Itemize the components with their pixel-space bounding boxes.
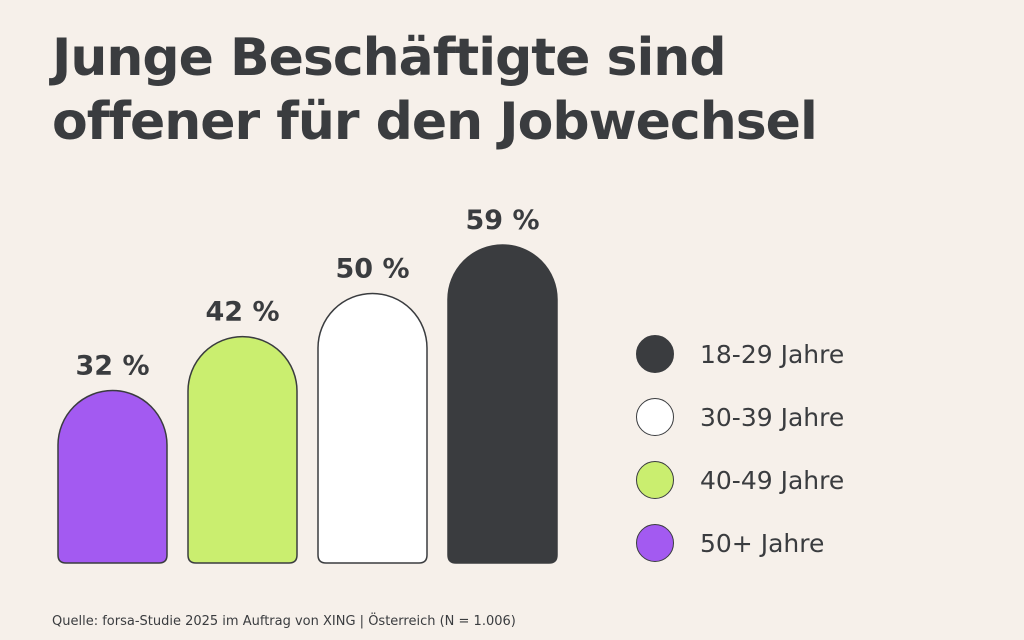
legend-item-30-39: 30-39 Jahre: [636, 397, 936, 437]
legend-item-40-49: 40-49 Jahre: [636, 460, 936, 500]
value-label-40-49-jahre: 42 %: [205, 297, 279, 328]
value-label-30-39-jahre: 50 %: [335, 254, 409, 285]
bar-30-39-jahre: [317, 292, 428, 564]
legend-item-18-29: 18-29 Jahre: [636, 334, 936, 374]
legend-label-50-plus: 50+ Jahre: [700, 528, 825, 558]
legend-label-18-29: 18-29 Jahre: [700, 339, 845, 369]
chart-legend: 18-29 Jahre 30-39 Jahre 40-49 Jahre 50+ …: [636, 334, 936, 586]
source-note: Quelle: forsa-Studie 2025 im Auftrag von…: [52, 614, 516, 629]
legend-swatch-18-29: [636, 335, 674, 373]
value-label-18-29-jahre: 59 %: [465, 205, 539, 236]
chart-title: Junge Beschäftigte sind offener für den …: [52, 26, 992, 154]
value-label-50-jahre: 32 %: [75, 351, 149, 382]
chart-title-line-1: Junge Beschäftigte sind: [52, 28, 727, 88]
bar-40-49-jahre: [187, 335, 298, 564]
legend-label-40-49: 40-49 Jahre: [700, 465, 845, 495]
legend-swatch-40-49: [636, 461, 674, 499]
bar-18-29-jahre: [447, 244, 558, 564]
bar-50-jahre: [57, 389, 168, 564]
chart-title-line-2: offener für den Jobwechsel: [52, 92, 818, 152]
legend-swatch-30-39: [636, 398, 674, 436]
legend-label-30-39: 30-39 Jahre: [700, 402, 845, 432]
legend-swatch-50-plus: [636, 524, 674, 562]
legend-item-50-plus: 50+ Jahre: [636, 523, 936, 563]
